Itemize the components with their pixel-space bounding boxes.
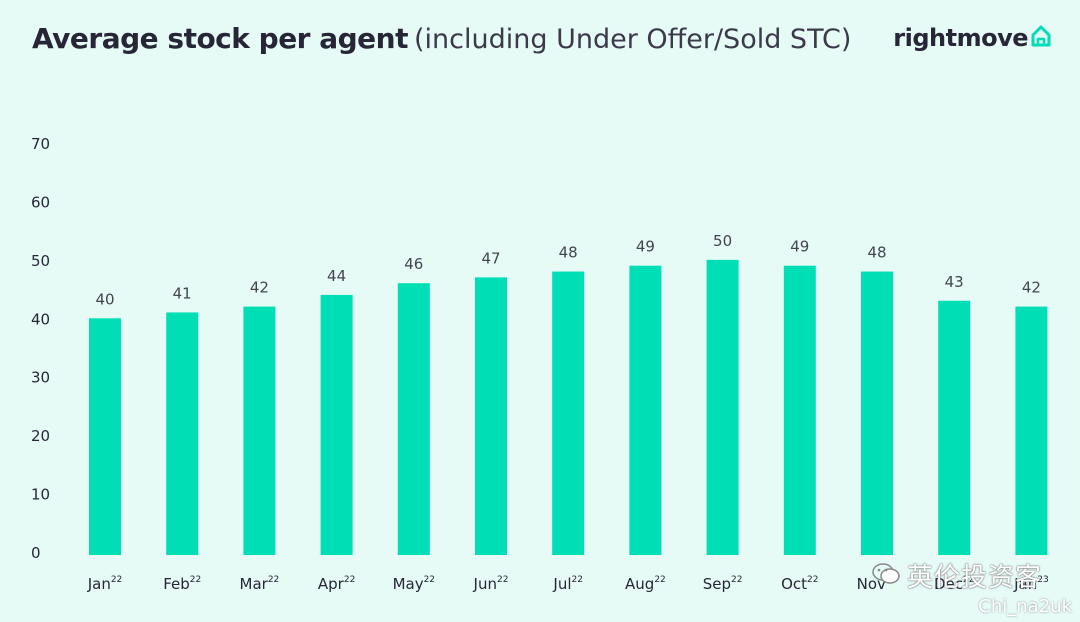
bar bbox=[629, 265, 662, 555]
x-tick-label: May22 bbox=[393, 575, 435, 593]
y-tick-label: 70 bbox=[31, 135, 50, 153]
y-tick-label: 10 bbox=[31, 486, 50, 504]
brand-name: rightmove bbox=[893, 24, 1028, 52]
value-label: 40 bbox=[95, 290, 114, 308]
brand-logo: rightmove bbox=[893, 24, 1052, 52]
title-main: Average stock per agent bbox=[32, 22, 409, 55]
y-tick-label: 20 bbox=[31, 427, 50, 445]
x-tick-label: Jan23 bbox=[1013, 575, 1049, 593]
value-label: 50 bbox=[713, 232, 732, 250]
value-label: 46 bbox=[404, 255, 423, 273]
y-tick-label: 50 bbox=[31, 252, 50, 270]
x-tick-label: Sep22 bbox=[703, 575, 743, 593]
bar bbox=[783, 265, 816, 555]
x-tick-label: Feb22 bbox=[163, 575, 201, 593]
value-label: 48 bbox=[559, 244, 578, 262]
x-tick-label: Mar22 bbox=[240, 575, 280, 593]
value-label: 42 bbox=[1022, 279, 1041, 297]
x-tick-label: Jul22 bbox=[552, 575, 583, 593]
bar bbox=[938, 300, 971, 555]
value-label: 49 bbox=[636, 238, 655, 256]
watermark: 英伦投资客 bbox=[871, 557, 1042, 594]
value-label: 47 bbox=[481, 249, 500, 267]
x-tick-label: Dec22 bbox=[934, 575, 974, 593]
x-tick-label: Aug22 bbox=[625, 575, 666, 593]
bars-group bbox=[89, 259, 1048, 555]
wechat-icon bbox=[871, 561, 901, 591]
chart-title: Average stock per agent (including Under … bbox=[32, 22, 851, 55]
bar bbox=[243, 306, 276, 555]
y-tick-label: 30 bbox=[31, 369, 50, 387]
x-tick-label: Jan22 bbox=[87, 575, 123, 593]
y-axis: 0 10 20 30 40 50 60 70 bbox=[31, 135, 50, 562]
x-tick-label: Apr22 bbox=[318, 575, 355, 593]
bar bbox=[320, 294, 353, 555]
bar bbox=[861, 271, 893, 555]
value-label: 42 bbox=[250, 279, 269, 297]
bar bbox=[166, 312, 199, 555]
house-icon bbox=[1030, 24, 1052, 52]
bar bbox=[475, 277, 507, 555]
bar bbox=[552, 271, 585, 555]
bar bbox=[397, 283, 430, 555]
x-tick-label: Oct22 bbox=[781, 575, 818, 593]
value-label: 44 bbox=[327, 267, 346, 285]
value-label: 49 bbox=[790, 238, 809, 256]
bar bbox=[89, 318, 121, 555]
y-tick-label: 40 bbox=[31, 310, 50, 328]
y-tick-label: 60 bbox=[31, 193, 50, 211]
watermark-subtext: Chi_na2uk bbox=[978, 596, 1072, 617]
value-label: 43 bbox=[945, 273, 964, 291]
value-label: 48 bbox=[867, 244, 886, 262]
x-tick-label: Jun22 bbox=[473, 575, 509, 593]
bar bbox=[1015, 306, 1048, 555]
x-axis: Jan22 Feb22 Mar22 Apr22 May22 Jun22 Jul22 Aug22… bbox=[87, 575, 1049, 593]
value-labels: 40 41 42 44 46 47 48 49 50 49 48 43 42 bbox=[95, 232, 1040, 308]
value-label: 41 bbox=[173, 284, 192, 302]
y-tick-label: 0 bbox=[31, 544, 41, 562]
title-subtitle: (including Under Offer/Sold STC) bbox=[414, 24, 852, 55]
watermark-text: 英伦投资客 bbox=[906, 563, 1042, 593]
bar bbox=[706, 259, 739, 555]
